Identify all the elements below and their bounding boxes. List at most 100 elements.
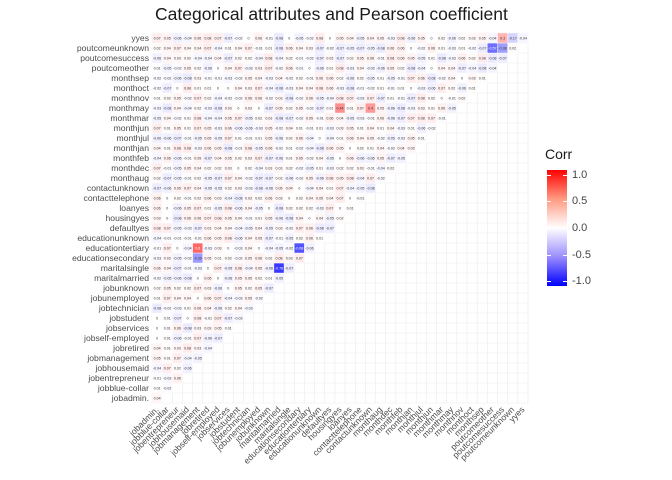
cell-value-label: -0.05 bbox=[173, 166, 181, 170]
cell-value-label: -0.02 bbox=[234, 76, 242, 80]
cell-value-label: 0.04 bbox=[448, 66, 455, 70]
cell-value-label: 0.04 bbox=[235, 216, 242, 220]
cell-value-label: 0.06 bbox=[194, 36, 201, 40]
y-tick-label: poutcomeunknown bbox=[77, 43, 149, 53]
cell-value-label: 0.06 bbox=[204, 146, 211, 150]
cell-value-label: 0.01 bbox=[438, 46, 445, 50]
cell-value-label: -0.04 bbox=[356, 176, 364, 180]
cell-value-label: -0.01 bbox=[183, 136, 191, 140]
cell-value-label: -0.02 bbox=[427, 126, 435, 130]
cell-value-label: 0.06 bbox=[397, 56, 404, 60]
cell-value-label: -0.05 bbox=[204, 186, 212, 190]
cell-value-label: 0.01 bbox=[367, 146, 374, 150]
cell-value-label: 0.08 bbox=[225, 236, 232, 240]
legend-tick-mark bbox=[563, 174, 567, 176]
cell-value-label: -0.07 bbox=[163, 86, 171, 90]
cell-value-label: -0.06 bbox=[163, 186, 171, 190]
cell-value-label: 0.02 bbox=[296, 76, 303, 80]
cell-value-label: 0.02 bbox=[215, 166, 222, 170]
cell-value-label: -0.01 bbox=[204, 76, 212, 80]
cell-value-label: -0.08 bbox=[183, 326, 191, 330]
cell-value-label: 0.04 bbox=[357, 66, 364, 70]
cell-value-label: 0.07 bbox=[154, 36, 161, 40]
cell-value-label: 0.04 bbox=[215, 56, 222, 60]
cell-value-label: 0.07 bbox=[154, 166, 161, 170]
cell-value-label: 0.01 bbox=[154, 296, 161, 300]
cell-value-label: 0.05 bbox=[357, 56, 364, 60]
cell-value-label: -0.08 bbox=[275, 206, 283, 210]
cell-value-label: -0.05 bbox=[366, 46, 374, 50]
cell-value-label: -0.06 bbox=[316, 66, 324, 70]
cell-value-label: 0.02 bbox=[255, 116, 262, 120]
cell-value-label: 0.01 bbox=[296, 126, 303, 130]
cell-value-label: 0.05 bbox=[204, 136, 211, 140]
cell-value-label: -0.02 bbox=[417, 46, 425, 50]
cell-value-label: -0.07 bbox=[265, 236, 273, 240]
cell-value-label: -0.07 bbox=[316, 56, 324, 60]
cell-value-label: 0.05 bbox=[479, 36, 486, 40]
cell-value-label: 0.03 bbox=[469, 76, 476, 80]
cell-value-label: 0.02 bbox=[296, 196, 303, 200]
cell-value-label: -0.02 bbox=[153, 276, 161, 280]
legend-tick-mark bbox=[547, 201, 551, 203]
cell-value-label: 0.02 bbox=[184, 286, 191, 290]
cell-value-label: 0.02 bbox=[154, 176, 161, 180]
cell-value-label: 0.05 bbox=[215, 326, 222, 330]
cell-value-label: -0.06 bbox=[305, 246, 313, 250]
y-tick-label: jobblue-collar bbox=[97, 383, 149, 393]
cell-value-label: -0.03 bbox=[387, 36, 395, 40]
cell-value-label: 0.05 bbox=[255, 236, 262, 240]
cell-value-label: 0.07 bbox=[194, 126, 201, 130]
cell-value-label: 0.06 bbox=[326, 146, 333, 150]
cell-value-label: 0.07 bbox=[326, 206, 333, 210]
cell-value-label: -0.57 bbox=[488, 46, 496, 50]
cell-value-label: 0.04 bbox=[164, 46, 171, 50]
cell-value-label: 0.01 bbox=[204, 206, 211, 210]
cell-value-label: 0.06 bbox=[326, 116, 333, 120]
y-tick-label: maritalmarried bbox=[94, 273, 149, 283]
y-tick-label: yyes bbox=[131, 33, 149, 43]
cell-value-label: -0.05 bbox=[326, 156, 334, 160]
cell-value-label: -0.05 bbox=[173, 256, 181, 260]
cell-value-label: -0.06 bbox=[265, 186, 273, 190]
cell-value-label: 0.01 bbox=[164, 336, 171, 340]
cell-value-label: -0.05 bbox=[265, 226, 273, 230]
legend-tick-mark bbox=[547, 281, 551, 283]
cell-value-label: 0.06 bbox=[347, 156, 354, 160]
cell-value-label: -0.05 bbox=[295, 36, 303, 40]
cell-value-label: 0.01 bbox=[347, 106, 354, 110]
cell-value-label: 0.03 bbox=[255, 66, 262, 70]
cell-value-label: 0 bbox=[309, 216, 311, 220]
cell-value-label: 0.02 bbox=[286, 166, 293, 170]
cell-value-label: 0.01 bbox=[255, 136, 262, 140]
cell-value-label: -0.03 bbox=[204, 246, 212, 250]
cell-value-label: -0.03 bbox=[224, 76, 232, 80]
cell-value-label: 0.01 bbox=[164, 126, 171, 130]
cell-value-label: 0.07 bbox=[174, 356, 181, 360]
cell-value-label: -0.03 bbox=[194, 266, 202, 270]
cell-value-label: 0.07 bbox=[347, 96, 354, 100]
cell-value-label: -0.02 bbox=[305, 56, 313, 60]
cell-value-label: 0.04 bbox=[194, 186, 201, 190]
cell-value-label: -0.02 bbox=[305, 36, 313, 40]
cell-value-label: 0.02 bbox=[204, 166, 211, 170]
cell-value-label: 0.3 bbox=[500, 36, 505, 40]
cell-value-label: 0.03 bbox=[174, 56, 181, 60]
cell-value-label: 0 bbox=[430, 66, 432, 70]
cell-value-label: 0.05 bbox=[245, 256, 252, 260]
cell-value-label: 0.03 bbox=[204, 226, 211, 230]
cell-value-label: 0.01 bbox=[316, 236, 323, 240]
cell-value-label: 0.02 bbox=[286, 136, 293, 140]
cell-value-label: 0.03 bbox=[408, 146, 415, 150]
cell-value-label: 0.01 bbox=[377, 76, 384, 80]
cell-value-label: 0.04 bbox=[357, 136, 364, 140]
cell-value-label: 0.05 bbox=[408, 136, 415, 140]
cell-value-label: 0.05 bbox=[154, 356, 161, 360]
cell-value-label: 0.01 bbox=[428, 56, 435, 60]
cell-value-label: 0.06 bbox=[286, 66, 293, 70]
cell-value-label: 0.02 bbox=[458, 96, 465, 100]
cell-value-label: 0.03 bbox=[357, 166, 364, 170]
cell-value-label: 0.04 bbox=[215, 226, 222, 230]
cell-value-label: 0.07 bbox=[184, 186, 191, 190]
y-tick-label: educationunknown bbox=[77, 233, 149, 243]
